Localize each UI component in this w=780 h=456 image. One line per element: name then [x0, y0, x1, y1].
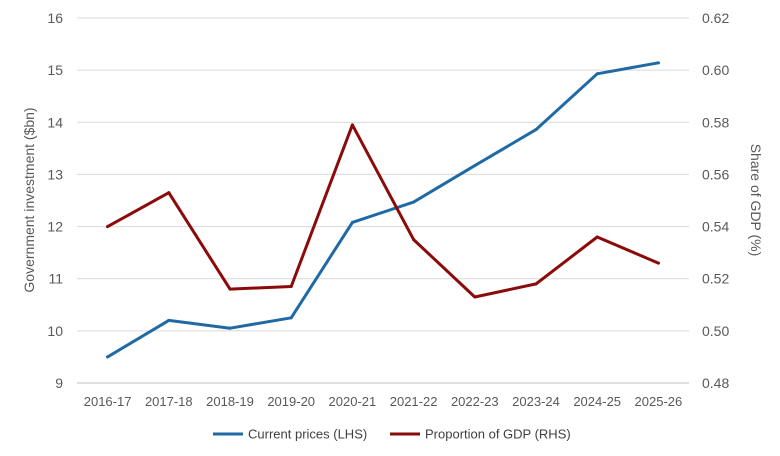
left-tick-label: 12 [47, 219, 63, 235]
left-tick-label: 14 [47, 114, 63, 130]
legend-label: Proportion of GDP (RHS) [425, 427, 571, 442]
left-tick-label: 13 [47, 166, 63, 182]
x-axis-ticks: 2016-17 2017-18 2018-19 2019-20 2020-21 2021-… [84, 394, 683, 409]
series-line-current-prices [106, 61, 660, 359]
x-tick-label: 2023-24 [512, 394, 560, 409]
data-point [228, 326, 232, 330]
series-lines [106, 61, 660, 359]
gridlines [77, 17, 689, 332]
x-tick-label: 2017-18 [145, 394, 193, 409]
right-axis-ticks: 0.48 0.50 0.52 0.54 0.56 0.58 0.60 0.62 [702, 10, 729, 391]
x-tick-label: 2024-25 [573, 394, 621, 409]
series-line-proportion-of-gdp [106, 123, 660, 299]
data-point [350, 123, 354, 127]
x-tick-label: 2016-17 [84, 394, 132, 409]
data-point [106, 355, 110, 359]
right-tick-label: 0.54 [702, 219, 729, 235]
data-point [167, 191, 171, 195]
left-tick-label: 16 [47, 10, 63, 26]
legend: Current prices (LHS) Proportion of GDP (R… [213, 427, 571, 442]
data-point [473, 295, 477, 299]
legend-label: Current prices (LHS) [248, 427, 367, 442]
data-point [595, 72, 599, 76]
x-tick-label: 2019-20 [267, 394, 315, 409]
left-axis-ticks: 9 10 11 12 13 14 15 16 [47, 10, 63, 391]
right-tick-label: 0.52 [702, 271, 729, 287]
right-tick-label: 0.48 [702, 375, 729, 391]
right-tick-label: 0.56 [702, 166, 729, 182]
data-point [106, 225, 110, 229]
data-point [167, 318, 171, 322]
data-point [595, 235, 599, 239]
data-point [412, 200, 416, 204]
right-axis-title: Share of GDP (%) [748, 144, 764, 257]
data-point [289, 285, 293, 289]
right-tick-label: 0.58 [702, 114, 729, 130]
left-tick-label: 10 [47, 323, 63, 339]
left-tick-label: 9 [55, 375, 63, 391]
x-tick-label: 2020-21 [329, 394, 377, 409]
data-point [534, 282, 538, 286]
x-tick-label: 2022-23 [451, 394, 499, 409]
data-point [412, 238, 416, 242]
data-point [656, 61, 660, 65]
left-tick-label: 11 [48, 271, 63, 287]
data-point [534, 128, 538, 132]
x-tick-label: 2018-19 [206, 394, 254, 409]
data-point [228, 287, 232, 291]
data-point [350, 220, 354, 224]
left-axis-title: Government investment ($bn) [21, 107, 37, 292]
data-point [656, 261, 660, 265]
right-tick-label: 0.62 [702, 10, 729, 26]
x-tick-label: 2025-26 [635, 394, 683, 409]
right-tick-label: 0.60 [702, 62, 729, 78]
left-tick-label: 15 [47, 62, 63, 78]
x-tick-label: 2021-22 [390, 394, 438, 409]
data-point [289, 316, 293, 320]
right-tick-label: 0.50 [702, 323, 729, 339]
data-point [473, 164, 477, 168]
